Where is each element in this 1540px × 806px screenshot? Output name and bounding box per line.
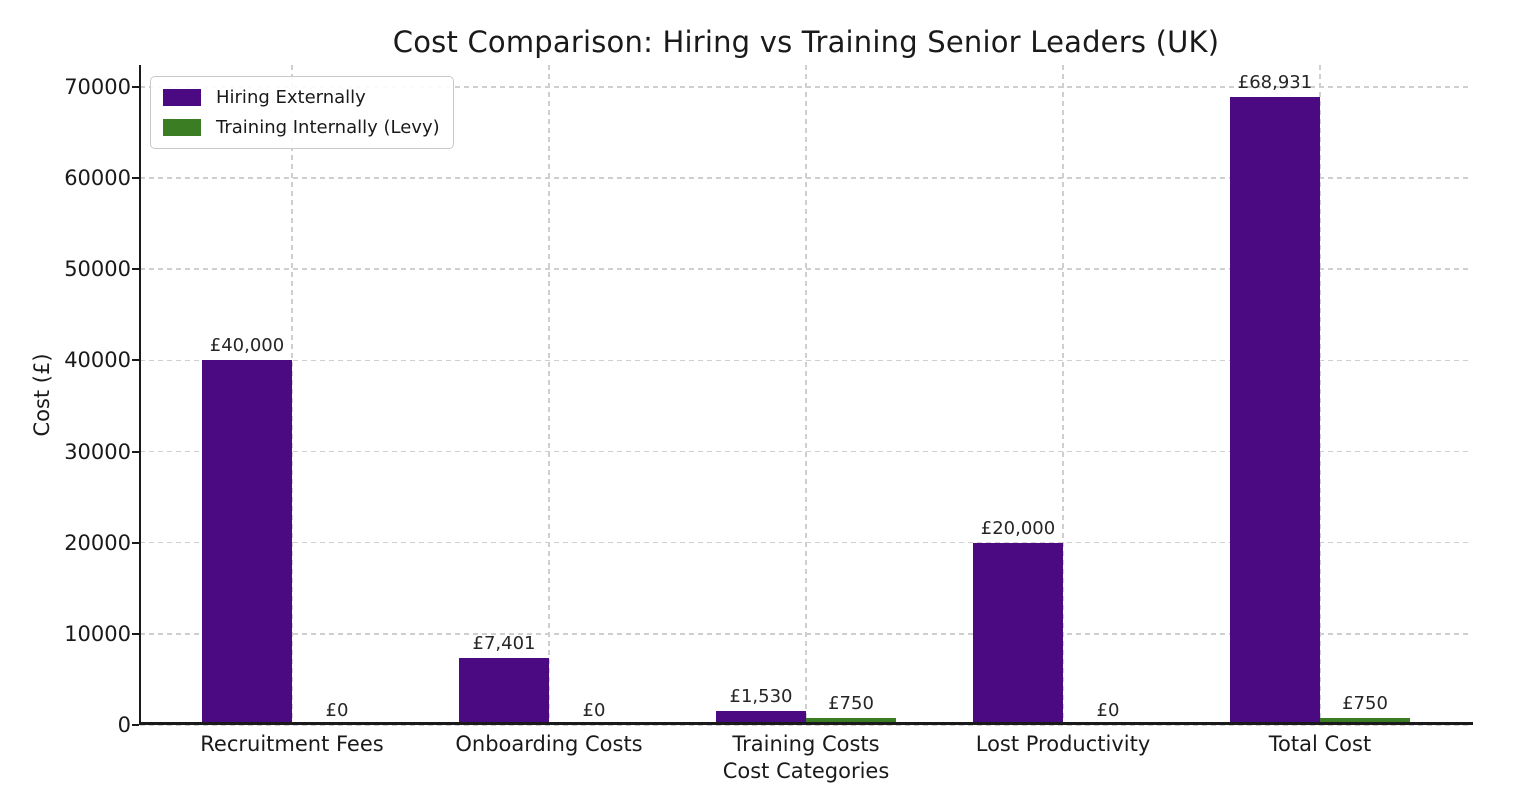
category-gridline xyxy=(548,65,550,725)
y-tick-label: 60000 xyxy=(64,166,131,191)
y-tick-label: 20000 xyxy=(64,530,131,555)
bar-hiring-1 xyxy=(459,657,549,725)
y-tick-label: 30000 xyxy=(64,439,131,464)
x-axis-label: Cost Categories xyxy=(722,759,890,783)
y-tick-mark xyxy=(132,450,139,453)
bar-value-label: £750 xyxy=(828,693,874,715)
bar-value-label: £0 xyxy=(1096,700,1120,721)
bar-value-label: £68,931 xyxy=(1237,71,1313,93)
plot-area: Hiring Externally Training Internally (Le… xyxy=(140,65,1472,726)
legend-entry: Hiring Externally xyxy=(163,87,440,108)
y-tick-mark xyxy=(132,359,139,362)
y-gridline xyxy=(140,450,1472,453)
y-gridline xyxy=(140,359,1472,362)
bar-hiring-2 xyxy=(716,711,806,725)
y-axis-line xyxy=(139,65,141,725)
y-gridline xyxy=(140,541,1472,544)
bar-value-label: £1,530 xyxy=(729,686,793,708)
legend-swatch xyxy=(163,119,201,136)
y-gridline xyxy=(140,86,1472,88)
y-tick-mark xyxy=(132,268,139,271)
x-tick-label: Recruitment Fees xyxy=(200,732,384,756)
bar-hiring-0 xyxy=(202,360,292,725)
category-gridline xyxy=(805,65,807,725)
bar-value-label: £0 xyxy=(582,700,606,721)
legend-label: Hiring Externally xyxy=(216,87,366,108)
category-gridline xyxy=(1062,65,1064,725)
bar-training-2 xyxy=(806,718,896,725)
bar-value-label: £7,401 xyxy=(472,632,536,654)
y-tick-label: 70000 xyxy=(64,74,131,99)
bar-training-4 xyxy=(1320,718,1410,725)
y-gridline xyxy=(140,268,1472,270)
bar-value-label: £40,000 xyxy=(209,335,285,357)
x-axis-line xyxy=(139,722,1473,725)
legend-swatch xyxy=(163,89,201,106)
chart-title: Cost Comparison: Hiring vs Training Seni… xyxy=(392,25,1220,59)
bar-value-label: £20,000 xyxy=(980,517,1056,539)
y-tick-mark xyxy=(132,541,139,544)
bar-value-label: £0 xyxy=(325,700,349,721)
y-gridline xyxy=(140,633,1472,635)
y-tick-label: 0 xyxy=(117,713,131,737)
x-tick-label: Lost Productivity xyxy=(975,732,1151,756)
y-tick-label: 10000 xyxy=(64,621,131,646)
y-tick-label: 40000 xyxy=(64,348,131,373)
x-tick-label: Training Costs xyxy=(732,732,880,756)
y-tick-label: 50000 xyxy=(64,257,131,282)
legend-label: Training Internally (Levy) xyxy=(216,117,440,138)
y-tick-mark xyxy=(132,724,139,726)
y-gridline xyxy=(140,177,1472,179)
y-tick-mark xyxy=(132,85,139,88)
x-tick-label: Onboarding Costs xyxy=(455,732,643,756)
y-tick-mark xyxy=(132,632,139,635)
legend-entry: Training Internally (Levy) xyxy=(163,117,440,138)
bar-value-label: £750 xyxy=(1342,693,1388,715)
bar-hiring-4 xyxy=(1230,96,1320,725)
y-tick-mark xyxy=(132,177,139,180)
x-tick-label: Total Cost xyxy=(1268,732,1372,756)
bar-hiring-3 xyxy=(973,542,1063,725)
legend: Hiring Externally Training Internally (Le… xyxy=(150,76,454,149)
